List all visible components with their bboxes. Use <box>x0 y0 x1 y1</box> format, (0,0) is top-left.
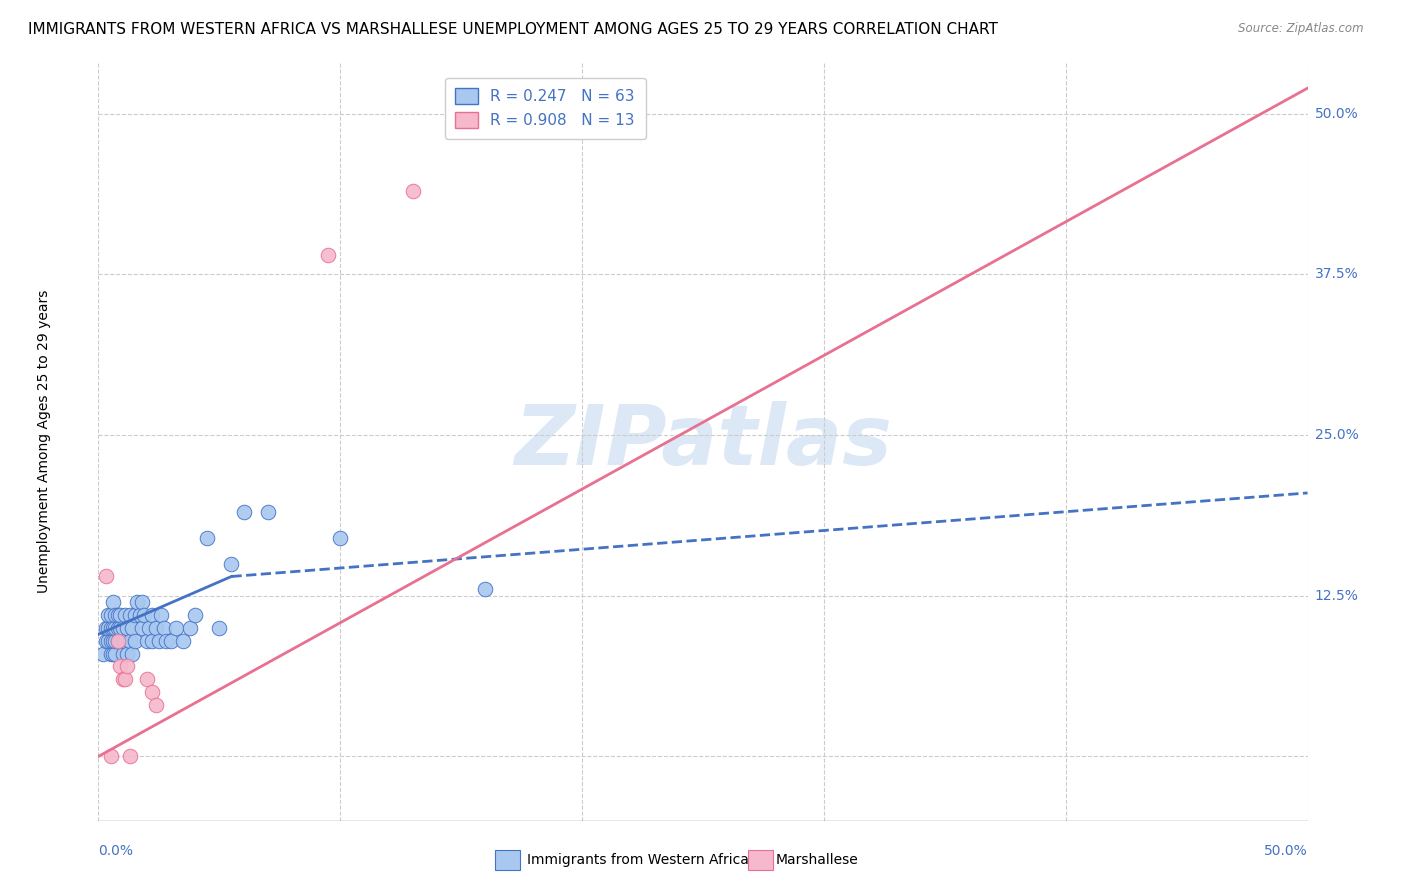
Point <box>107 633 129 648</box>
Text: ZIPatlas: ZIPatlas <box>515 401 891 482</box>
Point <box>104 607 127 622</box>
Text: 0.0%: 0.0% <box>98 844 134 858</box>
Point <box>316 248 339 262</box>
Point <box>160 633 183 648</box>
Point <box>111 633 134 648</box>
Point <box>101 633 124 648</box>
Point <box>118 749 141 764</box>
Point <box>104 621 127 635</box>
Point <box>150 607 173 622</box>
Point <box>128 607 150 622</box>
Point <box>97 621 120 635</box>
Point <box>108 607 131 622</box>
Point <box>117 647 139 661</box>
Point <box>117 621 139 635</box>
Point <box>184 607 207 622</box>
Point <box>97 607 120 622</box>
Text: 25.0%: 25.0% <box>1315 428 1358 442</box>
Point <box>148 633 170 648</box>
Point <box>141 607 163 622</box>
Point <box>208 621 231 635</box>
Point <box>131 621 153 635</box>
Text: Source: ZipAtlas.com: Source: ZipAtlas.com <box>1239 22 1364 36</box>
Point <box>152 621 174 635</box>
Point <box>101 621 124 635</box>
Text: 50.0%: 50.0% <box>1315 107 1358 120</box>
Point <box>101 647 124 661</box>
Point <box>195 531 218 545</box>
Point <box>172 633 194 648</box>
Point <box>118 607 141 622</box>
Point <box>97 633 120 648</box>
Point <box>141 685 163 699</box>
Point <box>94 633 117 648</box>
Point <box>121 621 143 635</box>
Point <box>474 582 496 597</box>
Legend: R = 0.247   N = 63, R = 0.908   N = 13: R = 0.247 N = 63, R = 0.908 N = 13 <box>444 78 645 138</box>
Point <box>114 633 136 648</box>
Point <box>135 633 157 648</box>
Point <box>100 749 122 764</box>
Point <box>145 698 167 712</box>
Point <box>114 607 136 622</box>
Point <box>155 633 177 648</box>
Point <box>118 633 141 648</box>
Point <box>135 673 157 687</box>
Text: 37.5%: 37.5% <box>1315 268 1358 282</box>
Text: 12.5%: 12.5% <box>1315 589 1358 603</box>
Point <box>104 647 127 661</box>
Point <box>138 621 160 635</box>
Point <box>108 621 131 635</box>
Point <box>107 607 129 622</box>
Text: Immigrants from Western Africa: Immigrants from Western Africa <box>527 853 749 867</box>
Point <box>124 633 146 648</box>
Point <box>100 647 122 661</box>
Point <box>111 647 134 661</box>
Text: Marshallese: Marshallese <box>776 853 859 867</box>
Point <box>124 607 146 622</box>
Point <box>114 673 136 687</box>
Point <box>94 569 117 583</box>
Point <box>134 607 156 622</box>
Point <box>329 531 352 545</box>
Point <box>121 647 143 661</box>
Point <box>165 621 187 635</box>
Point <box>402 184 425 198</box>
Point <box>108 633 131 648</box>
Point <box>108 659 131 673</box>
Point <box>256 505 278 519</box>
Point <box>117 659 139 673</box>
Point <box>145 621 167 635</box>
Point <box>131 595 153 609</box>
Point <box>111 673 134 687</box>
Point <box>94 621 117 635</box>
Text: 50.0%: 50.0% <box>1264 844 1308 858</box>
Point <box>141 633 163 648</box>
Point <box>127 595 149 609</box>
Text: IMMIGRANTS FROM WESTERN AFRICA VS MARSHALLESE UNEMPLOYMENT AMONG AGES 25 TO 29 Y: IMMIGRANTS FROM WESTERN AFRICA VS MARSHA… <box>28 22 998 37</box>
Point <box>111 621 134 635</box>
Point <box>107 633 129 648</box>
Point <box>232 505 254 519</box>
Point <box>107 621 129 635</box>
Point <box>100 621 122 635</box>
Point <box>101 595 124 609</box>
Point <box>179 621 201 635</box>
Point <box>100 633 122 648</box>
Point <box>100 607 122 622</box>
Point <box>91 647 114 661</box>
Text: Unemployment Among Ages 25 to 29 years: Unemployment Among Ages 25 to 29 years <box>37 290 51 593</box>
Point <box>104 633 127 648</box>
Point <box>221 557 243 571</box>
